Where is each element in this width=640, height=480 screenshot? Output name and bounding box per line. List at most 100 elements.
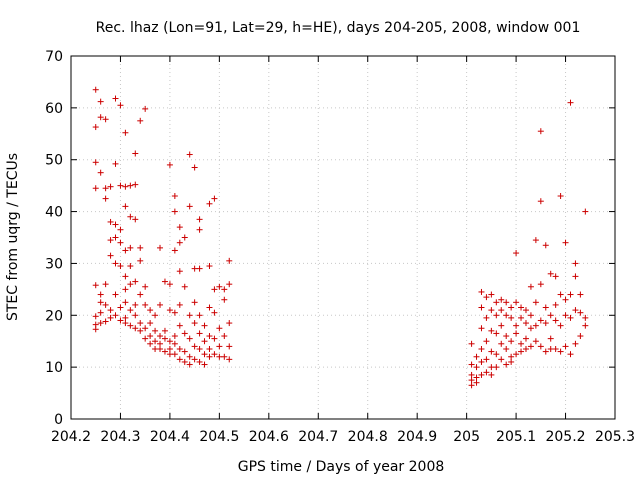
data-point — [107, 252, 114, 259]
data-point — [186, 353, 193, 360]
data-point — [488, 307, 495, 314]
x-tick-label: 204.3 — [100, 429, 140, 445]
data-point — [518, 304, 525, 311]
data-point — [211, 195, 218, 202]
data-point — [147, 307, 154, 314]
data-point — [142, 325, 149, 332]
data-point — [532, 237, 539, 244]
data-point — [102, 301, 109, 308]
data-point — [171, 340, 178, 347]
data-point — [483, 356, 490, 363]
data-point — [186, 151, 193, 158]
data-point — [176, 301, 183, 308]
data-point — [92, 313, 99, 320]
data-point — [171, 247, 178, 254]
data-point — [147, 340, 154, 347]
data-point — [508, 358, 515, 365]
data-point — [221, 286, 228, 293]
data-point — [478, 325, 485, 332]
data-point — [112, 160, 119, 167]
data-point — [572, 340, 579, 347]
data-point — [142, 283, 149, 290]
y-tick-label: 10 — [45, 360, 63, 376]
data-point — [211, 351, 218, 358]
data-point — [97, 169, 104, 176]
data-point — [117, 102, 124, 109]
data-point — [552, 273, 559, 280]
data-point — [508, 338, 515, 345]
data-point — [226, 320, 233, 327]
data-point — [547, 312, 554, 319]
data-point — [132, 181, 139, 188]
data-point — [532, 322, 539, 329]
data-point — [176, 322, 183, 329]
data-point — [117, 182, 124, 189]
data-point — [122, 247, 129, 254]
data-point — [513, 250, 520, 257]
data-point — [122, 129, 129, 136]
data-point — [196, 265, 203, 272]
data-point — [498, 340, 505, 347]
data-point — [478, 345, 485, 352]
data-point — [478, 358, 485, 365]
data-point — [572, 260, 579, 267]
data-point — [537, 343, 544, 350]
data-point — [518, 348, 525, 355]
data-point — [537, 198, 544, 205]
data-point — [181, 234, 188, 241]
data-point — [577, 291, 584, 298]
data-point — [473, 364, 480, 371]
data-point — [107, 237, 114, 244]
data-point — [112, 221, 119, 228]
data-point — [513, 351, 520, 358]
data-point — [157, 345, 164, 352]
data-point — [196, 216, 203, 223]
data-point — [97, 309, 104, 316]
data-point — [567, 351, 574, 358]
data-point — [522, 345, 529, 352]
x-tick-label: 204.4 — [150, 429, 190, 445]
y-tick-label: 30 — [45, 256, 63, 272]
data-point — [92, 159, 99, 166]
data-point — [488, 371, 495, 378]
data-point — [122, 299, 129, 306]
data-point — [522, 335, 529, 342]
data-point — [211, 335, 218, 342]
data-point — [161, 278, 168, 285]
data-point — [498, 356, 505, 363]
data-point — [161, 348, 168, 355]
axis-ticks: 204.2 204.3 204.4 204.5 204.6 204.7 204.8 204.9… — [45, 49, 635, 445]
data-point — [117, 304, 124, 311]
data-point — [181, 348, 188, 355]
data-point — [122, 273, 129, 280]
data-point — [577, 333, 584, 340]
data-point — [97, 114, 104, 121]
data-point — [97, 320, 104, 327]
data-point — [552, 317, 559, 324]
data-point — [498, 322, 505, 329]
data-points — [92, 86, 589, 389]
data-point — [513, 322, 520, 329]
data-point — [186, 312, 193, 319]
data-point — [161, 335, 168, 342]
data-point — [92, 86, 99, 93]
data-point — [142, 301, 149, 308]
data-point — [537, 281, 544, 288]
y-tick-label: 0 — [54, 412, 63, 428]
data-point — [547, 270, 554, 277]
data-point — [161, 327, 168, 334]
data-point — [112, 95, 119, 102]
data-point — [166, 338, 173, 345]
x-tick-label: 205.3 — [595, 429, 635, 445]
data-point — [508, 353, 515, 360]
data-point — [468, 371, 475, 378]
data-point — [196, 312, 203, 319]
data-point — [211, 286, 218, 293]
data-point — [191, 356, 198, 363]
data-point — [191, 320, 198, 327]
data-point — [122, 320, 129, 327]
data-point — [196, 226, 203, 233]
data-point — [152, 338, 159, 345]
data-point — [478, 304, 485, 311]
